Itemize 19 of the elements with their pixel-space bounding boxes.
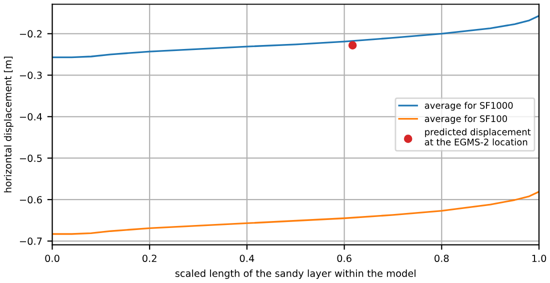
x-tick-label: 1.0 <box>532 254 546 262</box>
y-tick-label: −0.3 <box>20 72 42 79</box>
x-tick-label: 0.4 <box>240 254 254 262</box>
legend-label: average for SF1000 <box>424 102 513 111</box>
y-tick-label: −0.7 <box>20 238 42 245</box>
x-axis-title: scaled length of the sandy layer within the model <box>175 269 416 279</box>
x-tick-label: 0.8 <box>434 254 449 262</box>
line-series <box>52 15 539 58</box>
legend-label: predicted displacement at the EGMS-2 location <box>424 128 531 146</box>
x-tick-label: 0.2 <box>142 254 156 262</box>
legend-label: average for SF100 <box>424 115 508 124</box>
y-tick-label: −0.2 <box>20 30 42 38</box>
y-tick-label: −0.6 <box>20 196 42 204</box>
x-tick-label: 0.6 <box>337 254 352 262</box>
line-series <box>52 190 539 235</box>
y-axis-title: horizontal displacement [m] <box>4 56 14 192</box>
x-tick-label: 0.0 <box>45 254 60 262</box>
y-tick-label: −0.5 <box>20 154 42 162</box>
y-tick-label: −0.4 <box>20 113 42 120</box>
